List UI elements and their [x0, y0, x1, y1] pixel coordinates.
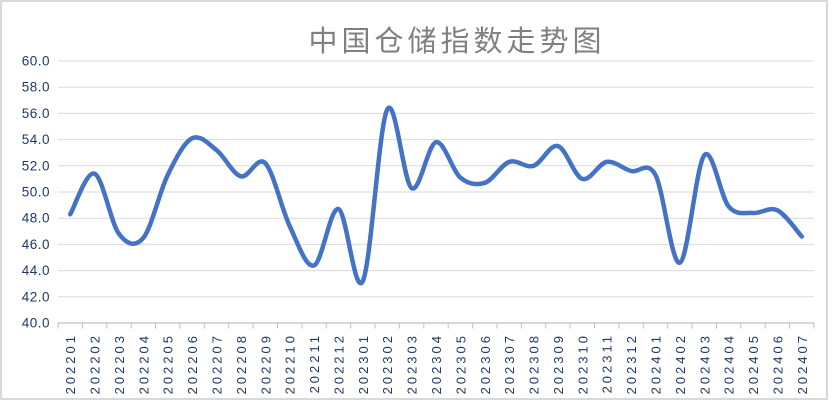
x-tick-label: 202205 — [161, 333, 176, 394]
y-tick-label: 40.0 — [22, 316, 50, 331]
x-tick-label: 202402 — [673, 333, 688, 394]
x-tick-label: 202209 — [258, 333, 273, 394]
chart-title: 中国仓储指数走势图 — [308, 24, 606, 58]
x-tick-label: 202206 — [185, 333, 200, 394]
x-tick-label: 202308 — [527, 333, 542, 394]
x-tick-label: 202301 — [356, 333, 371, 394]
y-tick-label: 52.0 — [22, 158, 50, 173]
x-tick-label: 202203 — [112, 333, 127, 394]
x-tick-label: 202302 — [380, 333, 395, 394]
x-tick-label: 202405 — [746, 333, 761, 394]
y-tick-label: 46.0 — [22, 237, 50, 252]
x-tick-label: 202212 — [332, 333, 347, 394]
y-tick-label: 48.0 — [22, 211, 50, 226]
x-tick-label: 202208 — [234, 333, 249, 394]
x-tick-label: 202204 — [136, 333, 151, 394]
x-tick-label: 202201 — [63, 333, 78, 394]
y-tick-label: 42.0 — [22, 289, 50, 304]
x-tick-label: 202210 — [283, 333, 298, 394]
x-tick-label: 202406 — [770, 333, 785, 394]
x-tick-label: 202401 — [649, 333, 664, 394]
y-tick-label: 56.0 — [22, 106, 50, 121]
x-tick-label: 202404 — [722, 333, 737, 394]
y-tick-label: 54.0 — [22, 132, 50, 147]
y-tick-label: 44.0 — [22, 263, 50, 278]
x-tick-label: 202312 — [624, 333, 639, 394]
y-tick-label: 58.0 — [22, 80, 50, 95]
x-tick-label: 202304 — [429, 333, 444, 394]
x-tick-label: 202310 — [575, 333, 590, 394]
x-tick-label: 202403 — [697, 333, 712, 394]
y-tick-label: 50.0 — [22, 185, 50, 200]
x-tick-label: 202306 — [478, 333, 493, 394]
chart-line — [67, 105, 805, 286]
x-tick-label: 202305 — [453, 333, 468, 394]
x-tick-label: 202207 — [210, 333, 225, 394]
x-tick-label: 202307 — [502, 333, 517, 394]
x-tick-label: 202211 — [307, 333, 322, 393]
x-tick-label: 202407 — [795, 333, 810, 394]
x-tick-label: 202202 — [88, 333, 103, 394]
x-tick-label: 202311 — [600, 333, 615, 393]
x-tick-label: 202309 — [551, 333, 566, 394]
y-tick-label: 60.0 — [22, 54, 50, 69]
x-tick-label: 202303 — [405, 333, 420, 394]
